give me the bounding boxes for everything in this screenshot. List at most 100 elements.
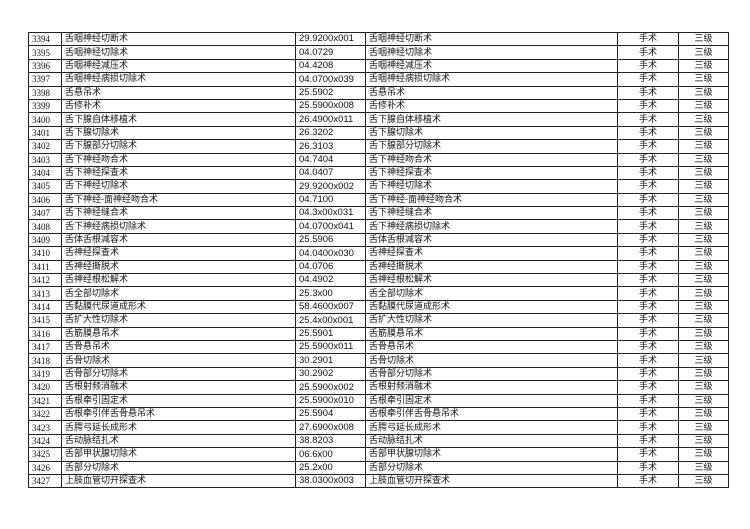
grade-level: 三级 [678,125,729,141]
row-number: 3413 [28,286,62,301]
procedure-name: 舌骨部分切除术 [61,366,296,382]
grade-level: 三级 [678,139,729,154]
procedure-name: 舌下神经病损切除术 [61,219,296,234]
row-number: 3394 [28,31,62,47]
category: 手术 [617,460,679,475]
row-number: 3421 [28,393,62,408]
category: 手术 [617,433,679,449]
table-row: 3419 舌骨部分切除术 30.2902 舌骨部分切除术 手术 三级 [28,366,729,382]
table-row: 3403 舌下神经吻合术 04.7404 舌下神经吻合术 手术 三级 [28,152,729,167]
procedure-name-standard: 舌咽神经切除术 [365,45,618,60]
grade-level: 三级 [678,326,729,341]
procedure-name: 舌骨切除术 [61,353,296,368]
procedure-code: 04.0729 [295,45,366,60]
row-number: 3407 [28,206,62,221]
procedure-code: 04.0400x030 [295,246,366,261]
grade-level: 三级 [678,219,729,234]
procedure-name: 舌咽神经切断术 [61,31,296,47]
table-row: 3411 舌神经撕脱术 04.0706 舌神经撕脱术 手术 三级 [28,259,729,275]
table-row: 3401 舌下腺切除术 26.3202 舌下腺切除术 手术 三级 [28,125,729,141]
procedure-name-standard: 舌筋膜悬吊术 [365,326,618,341]
procedure-name-standard: 舌神经撕脱术 [365,259,618,275]
grade-level: 三级 [678,72,729,87]
table-row: 3417 舌骨悬吊术 25.5900x011 舌骨悬吊术 手术 三级 [28,339,729,355]
procedure-name: 舌全部切除术 [61,286,296,301]
procedure-name-standard: 舌咽神经切断术 [365,31,618,47]
procedure-code: 29.9200x001 [295,31,366,47]
category: 手术 [617,192,679,208]
category: 手术 [617,165,679,181]
procedure-code: 25.5904 [295,406,366,422]
table-row: 3406 舌下神经-面神经吻合术 04.7100 舌下神经-面神经吻合术 手术 三级 [28,192,729,208]
category: 手术 [617,447,679,462]
procedure-name-standard: 舌骨悬吊术 [365,339,618,355]
procedure-name: 舌下神经吻合术 [61,152,296,167]
table-row: 3397 舌咽神经病损切除术 04.0700x039 舌咽神经病损切除术 手术 三级 [28,72,729,87]
grade-level: 三级 [678,393,729,408]
grade-level: 三级 [678,206,729,221]
table-row: 3405 舌下神经切除术 29.9200x002 舌下神经切除术 手术 三级 [28,179,729,194]
procedure-name: 舌根牵引伴舌骨悬吊术 [61,406,296,422]
row-number: 3404 [28,165,62,181]
table-row: 3418 舌骨切除术 30.2901 舌骨切除术 手术 三级 [28,353,729,368]
procedure-name: 舌修补术 [61,98,296,114]
procedure-name-standard: 舌下腺部分切除术 [365,139,618,154]
category: 手术 [617,58,679,74]
row-number: 3427 [28,473,62,489]
procedure-code: 38.0300x003 [295,473,366,489]
table-row: 3408 舌下神经病损切除术 04.0700x041 舌下神经病损切除术 手术 三级 [28,219,729,234]
row-number: 3426 [28,460,62,475]
category: 手术 [617,339,679,355]
procedure-name-standard: 舌扩大性切除术 [365,313,618,328]
procedure-code: 26.3202 [295,125,366,141]
procedure-code: 04.0700x041 [295,219,366,234]
procedure-name: 舌咽神经病损切除术 [61,72,296,87]
procedure-code: 38.8203 [295,433,366,449]
procedure-name: 舌神经撕脱术 [61,259,296,275]
procedure-name: 舌下神经-面神经吻合术 [61,192,296,208]
procedure-name: 舌根射频消融术 [61,380,296,395]
grade-level: 三级 [678,152,729,167]
procedure-code: 04.0700x039 [295,72,366,87]
procedure-name: 舌骨悬吊术 [61,339,296,355]
procedure-name: 舌腭弓延长成形术 [61,420,296,435]
row-number: 3418 [28,353,62,368]
row-number: 3412 [28,273,62,288]
grade-level: 三级 [678,406,729,422]
category: 手术 [617,259,679,275]
procedure-table: 3394 舌咽神经切断术 29.9200x001 舌咽神经切断术 手术 三级 3395 舌咽神… [28,31,729,489]
procedure-code: 25.5900x010 [295,393,366,408]
procedure-name: 上肢血管切开探查术 [61,473,296,489]
grade-level: 三级 [678,58,729,74]
category: 手术 [617,112,679,127]
category: 手术 [617,72,679,87]
table-row: 3421 舌根牵引固定术 25.5900x010 舌根牵引固定术 手术 三级 [28,393,729,408]
category: 手术 [617,366,679,382]
procedure-code: 27.6900x008 [295,420,366,435]
procedure-code: 30.2902 [295,366,366,382]
table-row: 3425 舌部甲状腺切除术 06.6x00 舌部甲状腺切除术 手术 三级 [28,447,729,462]
grade-level: 三级 [678,339,729,355]
grade-level: 三级 [678,165,729,181]
row-number: 3414 [28,299,62,315]
grade-level: 三级 [678,273,729,288]
table-row: 3427 上肢血管切开探查术 38.0300x003 上肢血管切开探查术 手术 三级 [28,473,729,489]
procedure-name: 舌下神经缝合术 [61,206,296,221]
row-number: 3399 [28,98,62,114]
procedure-name: 舌黏膜代尿道成形术 [61,299,296,315]
row-number: 3415 [28,313,62,328]
row-number: 3411 [28,259,62,275]
category: 手术 [617,420,679,435]
row-number: 3425 [28,447,62,462]
grade-level: 三级 [678,259,729,275]
procedure-name-standard: 舌根射频消融术 [365,380,618,395]
grade-level: 三级 [678,353,729,368]
procedure-name: 舌下腺部分切除术 [61,139,296,154]
procedure-name: 舌神经根松解术 [61,273,296,288]
row-number: 3408 [28,219,62,234]
row-number: 3397 [28,72,62,87]
table-row: 3395 舌咽神经切除术 04.0729 舌咽神经切除术 手术 三级 [28,45,729,60]
category: 手术 [617,393,679,408]
table-row: 3422 舌根牵引伴舌骨悬吊术 25.5904 舌根牵引伴舌骨悬吊术 手术 三级 [28,406,729,422]
procedure-name-standard: 舌部分切除术 [365,460,618,475]
